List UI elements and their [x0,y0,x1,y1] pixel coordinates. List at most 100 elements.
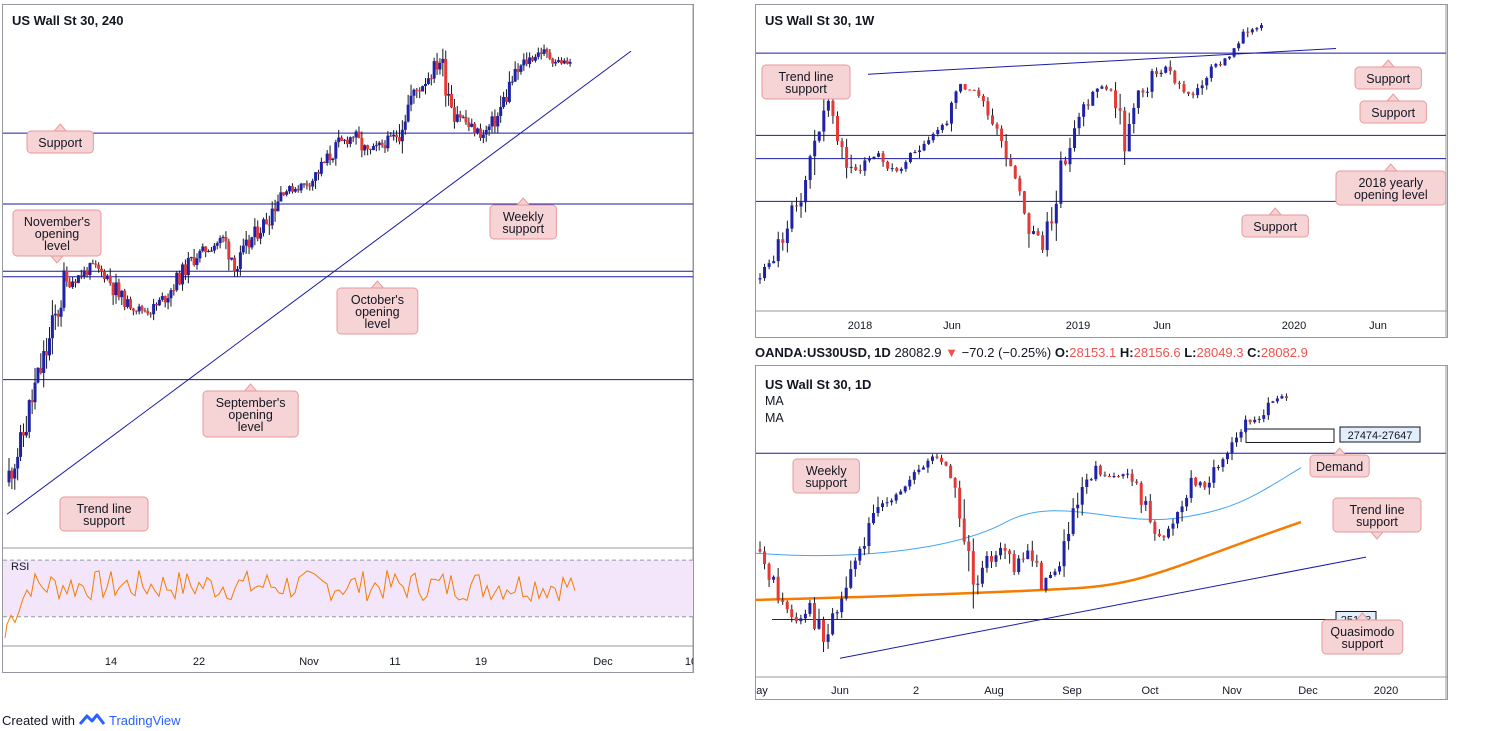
candle-4h-candle [39,367,43,373]
x-tick-label: Aug [984,685,1004,697]
candle-weekly-candle [1209,66,1213,78]
candle-4h-candle [319,161,323,174]
candle-4h-candle [542,49,546,54]
candle-4h-candle [565,60,569,64]
candle-4h-candle [348,137,352,144]
candle-4h-candle [366,145,370,149]
candle-4h-candle [487,126,491,131]
candle-4h-candle [126,299,130,307]
candle-4h-candle [400,129,404,142]
candle-4h-candle [42,351,46,373]
candle-daily-candle [903,486,907,492]
callout-4h-2-line-2: level [44,239,70,253]
candle-4h-candle [412,89,416,96]
candle-4h-candle [481,134,485,138]
candle-daily-candle [871,513,875,524]
candle-4h-candle [259,232,263,239]
candle-weekly-candle [1109,89,1113,91]
candle-4h-candle [175,272,179,291]
candle-4h-candle [531,57,535,61]
candle-4h-candle [363,145,367,151]
candle-daily-candle [1221,459,1225,468]
x-tick-label: 2020 [1374,685,1398,697]
candle-daily-candle [1176,512,1180,524]
candle-4h-candle [461,116,465,118]
candle-4h-candle [441,58,445,63]
candle-daily-candle [1080,486,1084,505]
candle-weekly-candle [1095,88,1099,92]
candle-daily-candle [844,587,848,599]
candle-daily-candle [767,563,771,580]
candle-weekly-candle [1155,71,1159,75]
candle-daily-candle [1017,558,1021,573]
candle-4h-candle [548,52,552,59]
candle-4h-candle [458,114,462,118]
demand-zone [1245,428,1335,443]
candle-daily-candle [1171,523,1175,529]
chart-4h-canvas[interactable]: 28200.028000.027800.027600.027400.027200… [3,5,694,673]
chart-panel-4h[interactable]: US Wall St 30, 240 28200.028000.027800.0… [2,4,694,673]
candle-4h-candle [435,61,439,70]
candle-daily-candle [1121,474,1125,477]
candle-4h-candle [134,310,138,312]
candle-weekly-candle [1063,160,1067,165]
created-with-text: Created with [2,712,75,728]
candle-daily-candle [772,576,776,580]
chart-panel-daily[interactable]: US Wall St 30, 1D MA MA 27600.027200.026… [755,365,1448,700]
candle-weekly-candle [1250,29,1254,33]
candle-daily-candle [799,618,803,622]
candle-weekly-candle [1032,231,1036,234]
candle-daily-candle [1044,577,1048,590]
chart-daily-canvas[interactable]: 27600.027200.026800.026400.026000.025600… [756,366,1448,700]
candle-4h-candle [554,62,558,64]
candle-4h-candle [114,282,118,296]
candle-daily-candle [953,478,957,488]
candle-4h-candle [207,251,211,253]
candle-weekly-candle [959,84,963,92]
candle-4h-candle [68,281,72,287]
chart-weekly-canvas[interactable]: 27000.026000.025000.024000.023000.022000… [756,5,1448,338]
candle-weekly-candle [1223,58,1227,66]
candle-weekly-candle [781,239,785,243]
candle-weekly-candle [1159,72,1163,75]
x-tick-label: Dec [593,656,613,668]
candle-weekly-candle [1027,213,1031,234]
candle-weekly-candle [963,84,967,90]
candle-4h-candle [97,264,101,269]
candle-4h-candle [143,310,147,312]
chart-panel-weekly[interactable]: US Wall St 30, 1W 27000.026000.025000.02… [755,4,1448,338]
tradingview-brand[interactable]: TradingView [108,712,181,728]
candle-weekly-candle [1259,25,1263,29]
candle-4h-candle [169,290,173,299]
callout-weekly-4-pointer [1268,207,1283,216]
candle-daily-candle [1094,465,1098,480]
candle-weekly-candle [940,124,944,131]
candle-weekly-candle [1036,231,1040,236]
candle-4h-candle [123,290,127,307]
candle-4h-candle [525,59,529,64]
candle-daily-candle [1021,558,1025,560]
ma-label-1: MA [765,394,784,408]
candle-4h-candle [354,131,358,138]
candle-daily-candle [862,546,866,549]
callout-4h-1-pointer [516,197,531,206]
candle-4h-candle [183,264,187,276]
candle-weekly-candle [954,91,958,103]
candle-weekly-candle [1214,64,1218,67]
callout-4h-2-line-1: opening [35,227,80,241]
rsi-band [3,560,693,617]
x-tick-label: 14 [105,656,117,668]
candle-daily-candle [1048,574,1052,578]
candle-daily-candle [980,567,984,584]
candle-4h-candle [429,78,433,80]
candle-daily-candle [1071,508,1075,534]
x-tick-label: 2018 [848,320,872,332]
candle-4h-candle [403,121,407,130]
candle-daily-candle [831,613,835,635]
candle-weekly-candle [968,89,972,91]
candle-weekly-candle [981,96,985,102]
candle-4h-candle [215,243,219,246]
candle-daily-candle [1198,482,1202,486]
candle-daily-candle [1271,401,1275,403]
x-tick-label: Dec [1298,685,1318,697]
